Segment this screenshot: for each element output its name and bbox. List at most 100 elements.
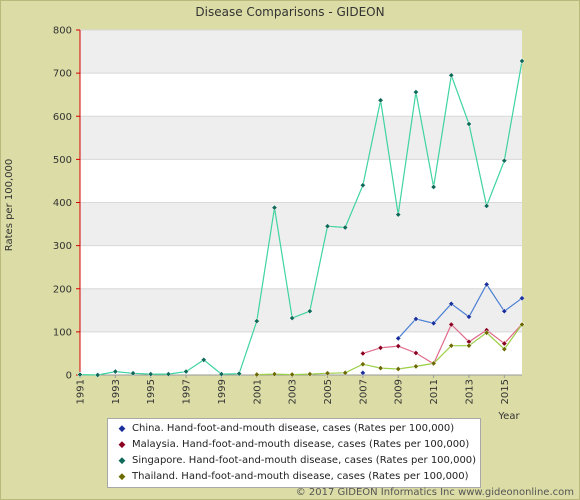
data-point bbox=[94, 372, 101, 378]
x-tick-label: 2009 bbox=[394, 379, 405, 404]
data-point bbox=[519, 58, 525, 65]
legend-item-thailand: ◆ Thailand. Hand-foot-and-mouth disease, … bbox=[116, 471, 469, 485]
data-point bbox=[306, 371, 313, 378]
data-point bbox=[130, 370, 136, 377]
x-tick-label: 2007 bbox=[358, 379, 369, 404]
grid-band bbox=[80, 202, 522, 246]
grid-band bbox=[80, 288, 522, 332]
copyright-text: © 2017 GIDEON Informatics Inc www.gideon… bbox=[295, 487, 574, 498]
legend-marker-thailand: ◆ bbox=[118, 472, 126, 482]
series-points bbox=[77, 58, 525, 378]
data-point bbox=[342, 224, 349, 231]
x-tick-label: 2005 bbox=[323, 379, 334, 404]
series-line-3 bbox=[256, 324, 523, 376]
data-point bbox=[289, 315, 296, 322]
y-tick-label: 200 bbox=[53, 284, 72, 295]
series-line-1 bbox=[362, 323, 523, 365]
data-point bbox=[77, 371, 83, 378]
legend: ◆ China. Hand-foot-and-mouth disease, cas… bbox=[107, 418, 481, 488]
x-tick-label: 2015 bbox=[500, 379, 511, 404]
data-point bbox=[412, 315, 419, 322]
y-tick-label: 500 bbox=[53, 155, 72, 166]
data-point bbox=[306, 308, 313, 315]
y-tick-label: 100 bbox=[53, 327, 72, 338]
data-point bbox=[466, 342, 472, 349]
axes bbox=[76, 29, 522, 376]
data-point bbox=[359, 350, 366, 357]
data-point bbox=[466, 121, 472, 127]
y-axis-title: Rates per 100,000 bbox=[4, 159, 15, 251]
data-point bbox=[377, 344, 384, 351]
data-point bbox=[412, 89, 419, 96]
legend-label-thailand: Thailand. Hand-foot-and-mouth disease, c… bbox=[132, 471, 469, 482]
data-point bbox=[359, 369, 366, 376]
data-point bbox=[342, 369, 349, 376]
data-point bbox=[377, 365, 384, 372]
legend-marker-malaysia: ◆ bbox=[118, 440, 126, 450]
data-point bbox=[501, 157, 508, 164]
data-point bbox=[271, 204, 278, 211]
data-point bbox=[412, 363, 419, 370]
grid-band bbox=[80, 116, 522, 160]
data-point bbox=[147, 371, 154, 378]
data-point bbox=[395, 211, 402, 218]
data-point bbox=[448, 342, 455, 349]
data-point bbox=[519, 295, 525, 302]
legend-marker-singapore: ◆ bbox=[118, 456, 126, 466]
y-tick-labels: 0 100 200 300 400 500 600 700 800 bbox=[53, 26, 72, 382]
legend-item-singapore: ◆ Singapore. Hand-foot-and-mouth disease,… bbox=[116, 455, 477, 469]
data-point bbox=[519, 321, 525, 328]
x-tick-labels: 1991 1993 1995 1997 1999 2001 2003 2005 2007 2009… bbox=[76, 375, 511, 404]
data-point bbox=[483, 202, 490, 209]
data-point bbox=[200, 356, 207, 363]
data-point bbox=[430, 184, 437, 190]
x-tick-label: 2001 bbox=[252, 379, 263, 404]
data-point bbox=[359, 361, 366, 368]
y-tick-label: 0 bbox=[66, 371, 72, 382]
x-axis-title: Year bbox=[497, 411, 520, 422]
data-point bbox=[236, 370, 243, 377]
chart-title: Disease Comparisons - GIDEON bbox=[195, 5, 384, 19]
data-point bbox=[430, 360, 437, 367]
data-point bbox=[112, 368, 119, 375]
y-tick-label: 800 bbox=[53, 26, 72, 37]
data-point bbox=[395, 335, 402, 342]
data-point bbox=[324, 223, 331, 230]
x-tick-label: 1999 bbox=[217, 379, 228, 404]
data-point bbox=[324, 370, 331, 377]
x-tick-label: 2011 bbox=[429, 379, 440, 404]
data-point bbox=[430, 320, 437, 327]
data-point bbox=[165, 371, 172, 378]
y-tick-label: 700 bbox=[53, 69, 72, 80]
data-point bbox=[483, 281, 490, 288]
x-tick-label: 1995 bbox=[146, 379, 157, 404]
data-point bbox=[218, 371, 225, 378]
grid-band bbox=[80, 30, 522, 74]
data-point bbox=[183, 368, 190, 375]
y-tick-label: 400 bbox=[53, 198, 72, 209]
data-point bbox=[359, 182, 366, 189]
legend-label-china: China. Hand-foot-and-mouth disease, case… bbox=[132, 423, 455, 434]
data-point bbox=[377, 97, 384, 104]
series-line-2 bbox=[79, 60, 523, 376]
data-point bbox=[253, 318, 260, 325]
y-tick-label: 300 bbox=[53, 241, 72, 252]
data-point bbox=[448, 300, 455, 307]
x-tick-label: 1993 bbox=[111, 379, 122, 404]
x-tick-label: 2003 bbox=[288, 379, 299, 404]
data-point bbox=[412, 350, 419, 356]
data-point bbox=[395, 343, 402, 350]
data-point bbox=[466, 313, 472, 320]
series-lines bbox=[79, 60, 523, 376]
x-tick-label: 2013 bbox=[464, 379, 475, 404]
data-point bbox=[289, 371, 296, 378]
data-point bbox=[501, 308, 508, 315]
data-point bbox=[271, 371, 278, 378]
data-point bbox=[483, 329, 490, 336]
x-tick-label: 1997 bbox=[182, 379, 193, 404]
x-tick-label: 1991 bbox=[76, 379, 87, 404]
legend-item-malaysia: ◆ Malaysia. Hand-foot-and-mouth disease, … bbox=[116, 439, 470, 453]
legend-label-malaysia: Malaysia. Hand-foot-and-mouth disease, c… bbox=[132, 439, 470, 450]
data-point bbox=[448, 72, 455, 79]
